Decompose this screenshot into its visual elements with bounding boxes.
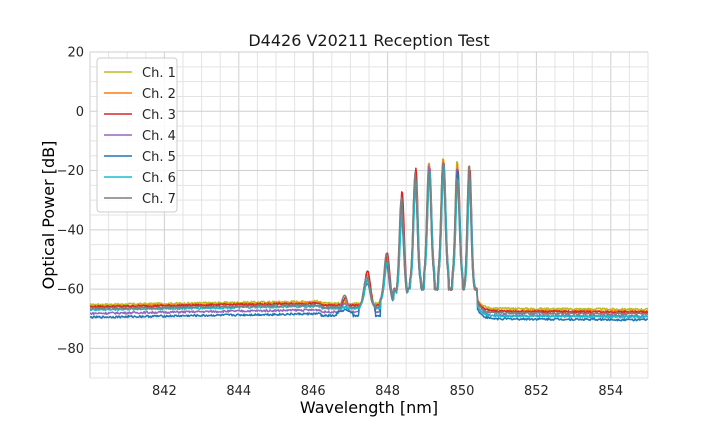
legend-label: Ch. 5 bbox=[142, 150, 176, 165]
legend-label: Ch. 2 bbox=[142, 87, 176, 102]
y-tick-label: 0 bbox=[76, 105, 84, 120]
legend-label: Ch. 1 bbox=[142, 66, 176, 81]
series-line-ch-3 bbox=[90, 162, 648, 314]
x-axis-label: Wavelength [nm] bbox=[300, 398, 438, 417]
x-tick-label: 850 bbox=[450, 384, 475, 399]
x-tick-label: 852 bbox=[524, 384, 549, 399]
y-tick-label: −20 bbox=[57, 164, 84, 179]
y-tick-label: −60 bbox=[57, 283, 84, 298]
chart-title: D4426 V20211 Reception Test bbox=[248, 31, 489, 50]
y-axis-label: Optical Power [dB] bbox=[39, 141, 58, 290]
x-tick-label: 842 bbox=[152, 384, 177, 399]
series-lines bbox=[90, 158, 648, 322]
x-tick-label: 846 bbox=[301, 384, 326, 399]
y-tick-label: 20 bbox=[67, 46, 84, 61]
legend-label: Ch. 7 bbox=[142, 192, 176, 207]
y-tick-label: −40 bbox=[57, 223, 84, 238]
x-tick-label: 848 bbox=[375, 384, 400, 399]
legend-label: Ch. 3 bbox=[142, 108, 176, 123]
legend: Ch. 1 Ch. 2 Ch. 3 Ch. 4 Ch. 5 Ch. 6 Ch. 7 bbox=[96, 57, 178, 213]
x-tick-label: 844 bbox=[226, 384, 251, 399]
y-tick-label: −80 bbox=[57, 342, 84, 357]
tick-labels: 842 844 846 848 850 852 854 −80 −60 −40 −20 0 20 bbox=[57, 46, 624, 400]
legend-box bbox=[96, 57, 178, 213]
series-line-ch-7 bbox=[90, 163, 648, 316]
legend-label: Ch. 4 bbox=[142, 129, 176, 144]
legend-label: Ch. 6 bbox=[142, 171, 176, 186]
x-tick-label: 854 bbox=[598, 384, 623, 399]
